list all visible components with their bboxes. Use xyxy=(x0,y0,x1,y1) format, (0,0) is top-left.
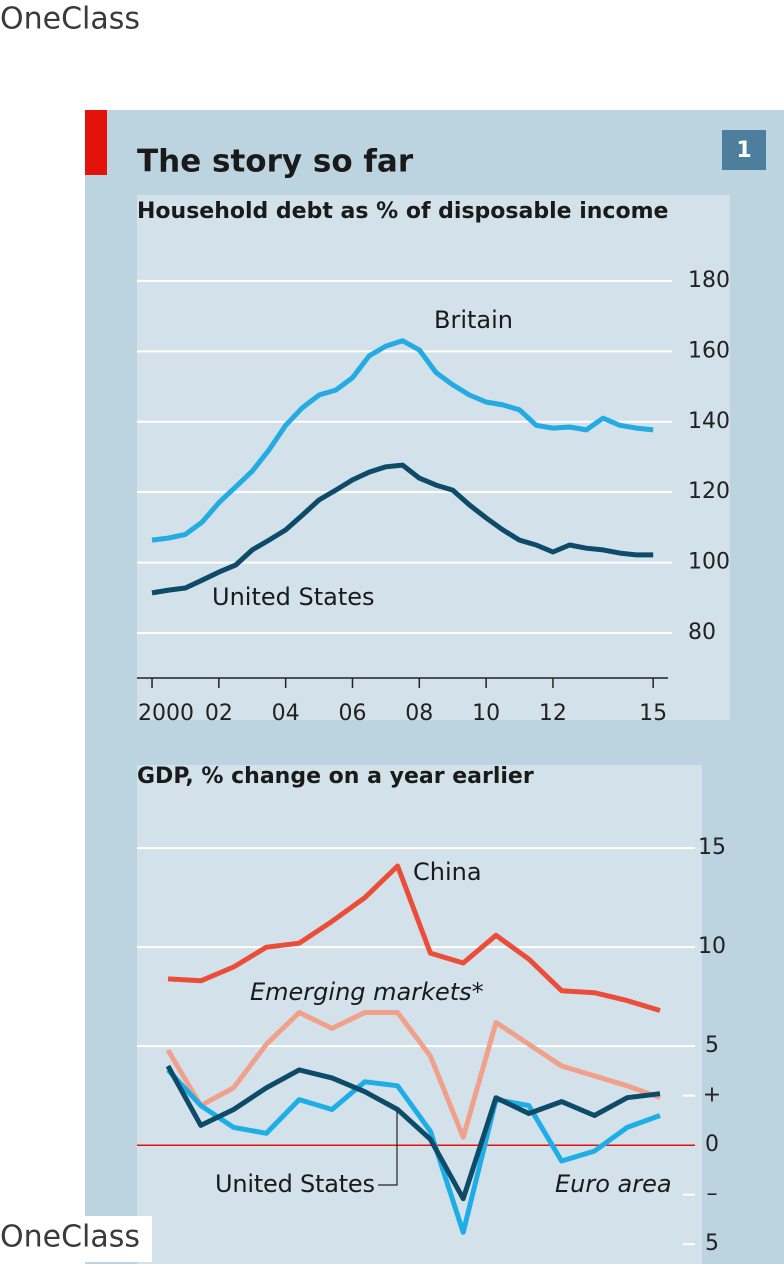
y-tick-label: 140 xyxy=(688,409,730,434)
y-tick-label: 180 xyxy=(688,268,730,293)
series-label: United States xyxy=(212,583,375,611)
series-label: Emerging markets* xyxy=(250,978,484,1006)
chart-subtitle: Household debt as % of disposable income xyxy=(137,199,668,224)
series-label: China xyxy=(413,858,482,886)
y-tick-label: – xyxy=(707,1182,718,1207)
watermark-bg xyxy=(0,1216,152,1262)
y-tick-label: 100 xyxy=(688,550,730,575)
y-tick-label: 160 xyxy=(688,338,730,363)
figure-badge xyxy=(722,130,766,170)
y-tick-label: 5 xyxy=(705,1033,719,1058)
series-line xyxy=(167,863,661,1013)
series-line xyxy=(151,338,654,543)
chart-subtitle: GDP, % change on a year earlier xyxy=(137,764,534,789)
y-tick-label: 0 xyxy=(705,1132,719,1157)
figure-number: 1 xyxy=(736,138,751,163)
series-label: United States xyxy=(215,1170,375,1198)
x-tick-label: 15 xyxy=(639,701,667,726)
x-tick-label: 2000 xyxy=(138,701,194,726)
series-line xyxy=(165,1064,661,1202)
y-tick-label: 5 xyxy=(705,1231,719,1256)
chart-title: The story so far xyxy=(137,144,414,180)
watermark: OneClass xyxy=(0,1220,140,1255)
x-tick-label: 08 xyxy=(405,701,433,726)
leader-line xyxy=(378,1110,398,1186)
watermark: OneClass xyxy=(0,2,140,37)
y-tick-label: 10 xyxy=(698,934,726,959)
x-tick-label: 06 xyxy=(338,701,366,726)
y-tick-label: + xyxy=(703,1083,721,1108)
series-line xyxy=(165,1010,661,1140)
x-tick-label: 04 xyxy=(272,701,300,726)
series-label: Britain xyxy=(434,306,513,334)
y-tick-label: 120 xyxy=(688,479,730,504)
y-tick-label: 80 xyxy=(688,620,716,645)
x-tick-label: 12 xyxy=(539,701,567,726)
plot-area xyxy=(137,195,730,720)
series-line xyxy=(151,462,654,596)
x-tick-label: 10 xyxy=(472,701,500,726)
y-tick-label: 15 xyxy=(698,835,726,860)
series-label: Euro area xyxy=(555,1170,672,1198)
series-line xyxy=(166,1068,661,1235)
red-tab xyxy=(85,110,107,175)
x-tick-label: 02 xyxy=(205,701,233,726)
